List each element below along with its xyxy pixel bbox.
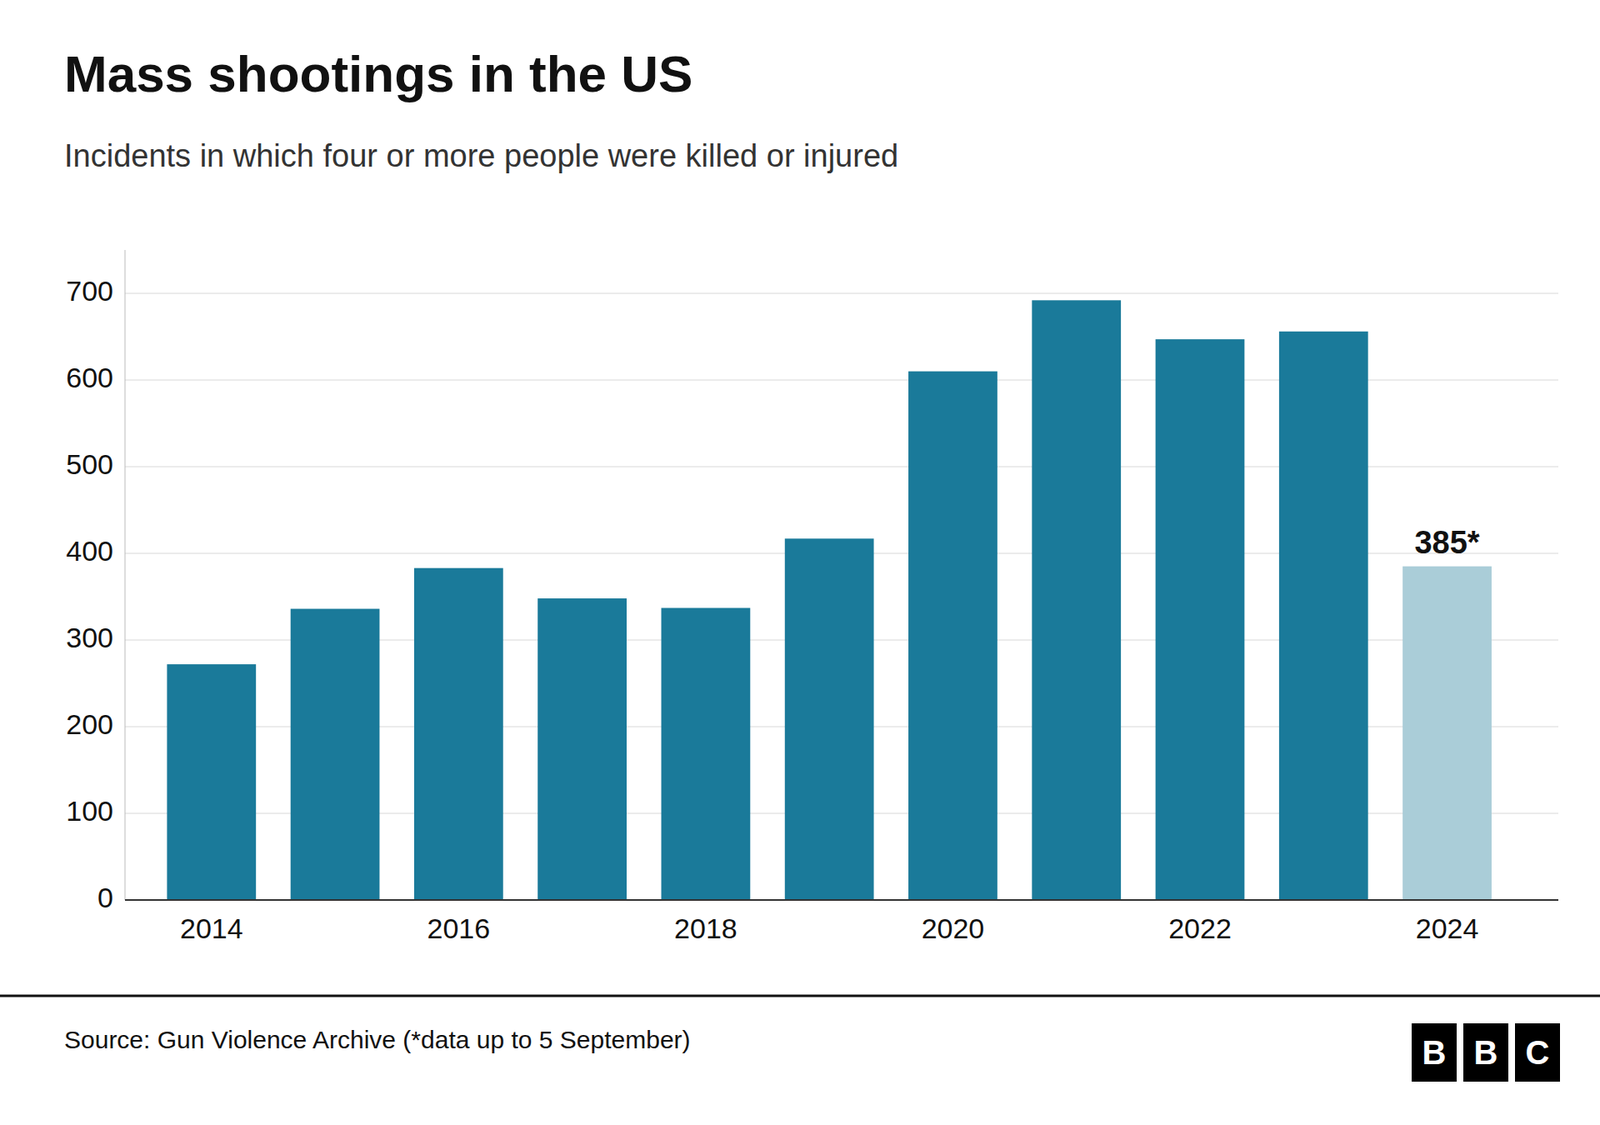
y-tick-label: 400 <box>65 535 114 567</box>
bar <box>414 568 504 900</box>
bar <box>1155 339 1245 900</box>
logo-box <box>1463 1023 1509 1082</box>
annotation: 385* <box>1414 525 1480 560</box>
logo-box <box>1411 1023 1457 1082</box>
bar <box>1279 331 1369 900</box>
subtitle: Incidents in which four or more people w… <box>64 138 899 174</box>
bar <box>908 371 998 900</box>
bar <box>166 664 256 900</box>
y-tick-label: 100 <box>65 795 114 827</box>
x-tick-label: 2018 <box>674 912 738 945</box>
bar <box>290 609 380 900</box>
title: Mass shootings in the US <box>64 45 693 103</box>
bar <box>785 538 875 900</box>
footer-rule <box>0 995 1600 998</box>
x-tick-label: 2024 <box>1415 912 1480 945</box>
y-tick-label: 600 <box>65 361 114 394</box>
logo-letter: C <box>1525 1034 1550 1071</box>
x-tick-label: 2016 <box>427 912 491 945</box>
y-tick-label: 700 <box>65 275 114 307</box>
y-tick-label: 500 <box>65 448 114 480</box>
bar <box>661 608 751 900</box>
y-tick-label: 200 <box>65 708 114 740</box>
chart: Mass shootings in the US Incidents in whi… <box>0 0 1600 1125</box>
bar <box>1402 566 1492 900</box>
x-tick-label: 2014 <box>180 912 244 945</box>
x-tick-label: 2020 <box>921 912 985 945</box>
logo-letter: B <box>1422 1034 1447 1071</box>
logo-letter: B <box>1474 1034 1499 1071</box>
logo-box <box>1515 1023 1560 1082</box>
x-axis-line <box>125 899 1559 901</box>
y-tick-label: 0 <box>97 881 114 914</box>
y-grid <box>125 293 1559 900</box>
grid-line <box>125 900 1559 901</box>
bar <box>537 598 627 900</box>
source: Source: Gun Violence Archive (*data up t… <box>64 1025 691 1054</box>
y-tick-label: 300 <box>65 621 114 654</box>
x-tick-label: 2022 <box>1168 912 1232 945</box>
y-axis-line <box>125 250 126 900</box>
bar <box>1031 300 1121 900</box>
grid-line <box>125 293 1559 295</box>
bars <box>166 300 1492 900</box>
